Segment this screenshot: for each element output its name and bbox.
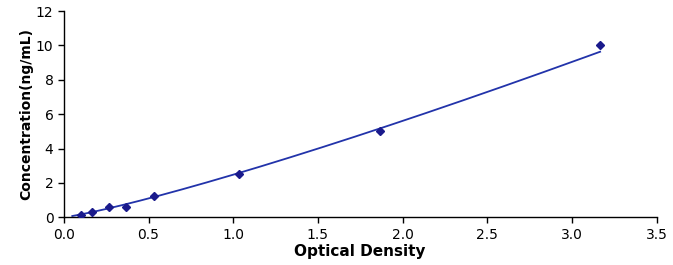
Y-axis label: Concentration(ng/mL): Concentration(ng/mL) [19,28,33,200]
X-axis label: Optical Density: Optical Density [294,244,426,259]
